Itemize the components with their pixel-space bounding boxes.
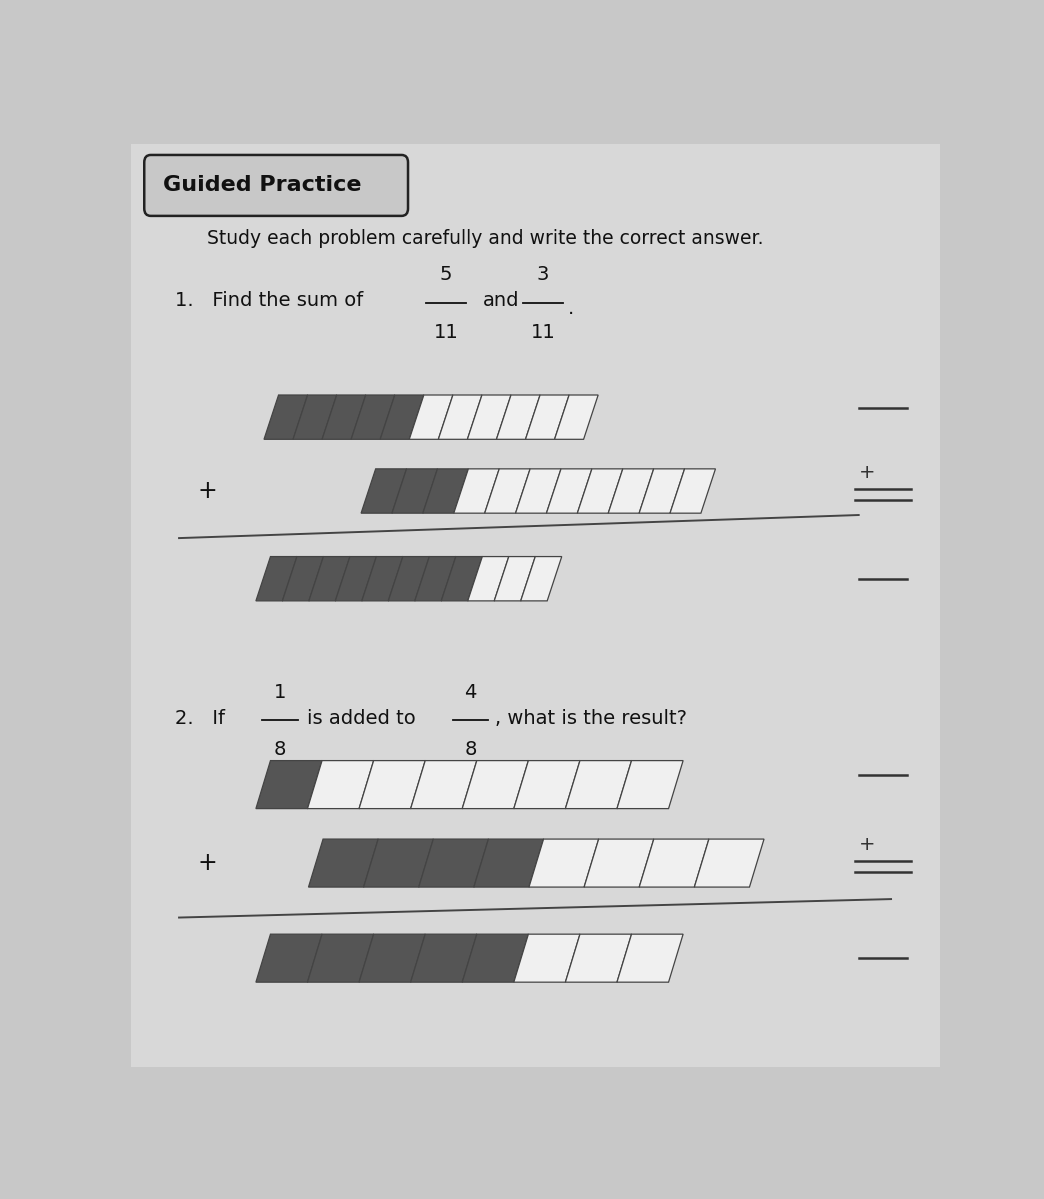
Polygon shape [419,839,489,887]
Polygon shape [468,394,511,439]
Polygon shape [392,469,437,513]
Text: +: + [197,480,217,504]
Text: Guided Practice: Guided Practice [163,175,361,195]
FancyBboxPatch shape [144,155,408,216]
Polygon shape [474,839,544,887]
Polygon shape [484,469,530,513]
Text: 8: 8 [465,740,476,759]
Polygon shape [335,556,377,601]
Polygon shape [380,394,424,439]
Polygon shape [609,469,654,513]
Polygon shape [514,934,580,982]
Polygon shape [256,760,322,808]
Polygon shape [529,839,598,887]
Text: 5: 5 [440,265,452,284]
Polygon shape [521,556,562,601]
Text: +: + [858,836,875,854]
Text: is added to: is added to [307,709,416,728]
Polygon shape [639,469,685,513]
Text: 1.   Find the sum of: 1. Find the sum of [175,291,363,311]
Polygon shape [525,394,569,439]
Polygon shape [516,469,561,513]
Text: 11: 11 [433,323,458,342]
Text: .: . [568,299,573,318]
Polygon shape [264,394,308,439]
Polygon shape [494,556,536,601]
Polygon shape [282,556,324,601]
Text: +: + [197,851,217,875]
Polygon shape [423,469,469,513]
Polygon shape [454,469,499,513]
Polygon shape [309,839,378,887]
Polygon shape [256,556,296,601]
Polygon shape [438,394,482,439]
Text: 8: 8 [274,740,286,759]
Text: 4: 4 [465,682,476,701]
Polygon shape [584,839,654,887]
Polygon shape [414,556,456,601]
Polygon shape [514,760,580,808]
Polygon shape [359,760,425,808]
Polygon shape [351,394,395,439]
Text: 11: 11 [530,323,555,342]
Polygon shape [308,760,374,808]
Polygon shape [694,839,764,887]
Polygon shape [359,934,425,982]
Polygon shape [309,556,350,601]
Text: Study each problem carefully and write the correct answer.: Study each problem carefully and write t… [208,229,764,247]
Polygon shape [462,760,528,808]
Polygon shape [363,839,433,887]
Polygon shape [554,394,598,439]
Polygon shape [617,934,683,982]
Polygon shape [409,394,453,439]
Polygon shape [546,469,592,513]
Text: , what is the result?: , what is the result? [495,709,687,728]
Polygon shape [361,469,406,513]
Polygon shape [639,839,709,887]
Polygon shape [497,394,540,439]
Polygon shape [323,394,365,439]
Polygon shape [362,556,403,601]
Polygon shape [566,760,632,808]
Polygon shape [442,556,482,601]
Polygon shape [577,469,623,513]
Polygon shape [410,760,477,808]
Polygon shape [256,934,322,982]
Polygon shape [308,934,374,982]
Polygon shape [670,469,715,513]
Polygon shape [468,556,508,601]
Polygon shape [462,934,528,982]
Polygon shape [388,556,429,601]
Text: and: and [482,291,519,311]
Text: 1: 1 [274,682,286,701]
Polygon shape [566,934,632,982]
Polygon shape [617,760,683,808]
Text: 3: 3 [537,265,549,284]
Text: +: + [858,463,875,482]
Polygon shape [293,394,336,439]
Text: 2.   If: 2. If [175,709,226,728]
Polygon shape [410,934,477,982]
